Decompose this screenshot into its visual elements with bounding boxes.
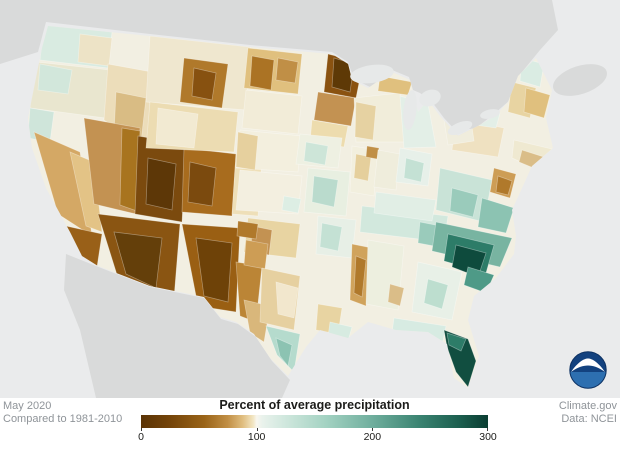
lake-superior bbox=[350, 64, 394, 84]
colorbar-tick-0 bbox=[141, 428, 142, 431]
climate-gov-credit: Climate.gov bbox=[558, 400, 617, 412]
neighbor-landmasses bbox=[0, 0, 607, 398]
period-label: May 2020 Compared to 1981-2010 bbox=[3, 400, 122, 426]
noaa-bird-icon bbox=[571, 358, 605, 372]
colorbar-legend: Percent of average precipitation 0 100 2… bbox=[138, 398, 497, 443]
colorbar-tick-labels: 0 100 200 300 bbox=[138, 431, 497, 443]
precipitation-regions bbox=[28, 26, 553, 388]
lake-erie bbox=[447, 120, 473, 136]
colorbar-tick-300 bbox=[487, 428, 488, 431]
period-baseline: Compared to 1981-2010 bbox=[3, 413, 123, 425]
credits: Climate.gov Data: NCEI bbox=[559, 400, 617, 426]
lake-michigan bbox=[403, 90, 417, 130]
tick-label-100: 100 bbox=[247, 431, 266, 443]
lake-huron bbox=[419, 89, 441, 107]
tick-label-200: 200 bbox=[363, 431, 382, 443]
mexico-landmass bbox=[64, 254, 290, 398]
lake-ontario bbox=[480, 109, 500, 119]
colorbar bbox=[141, 415, 488, 431]
tick-label-0: 0 bbox=[138, 431, 144, 443]
us-precipitation-map bbox=[0, 0, 620, 398]
maritime-landmass bbox=[553, 64, 607, 96]
noaa-ocean-shape bbox=[569, 372, 607, 389]
period-month: May 2020 bbox=[3, 400, 52, 412]
great-lakes bbox=[350, 64, 500, 136]
noaa-logo bbox=[569, 351, 607, 389]
colorbar-tick-200 bbox=[372, 428, 374, 431]
tick-label-300: 300 bbox=[479, 431, 497, 443]
data-source-credit: Data: NCEI bbox=[561, 413, 617, 425]
legend-title: Percent of average precipitation bbox=[219, 398, 410, 412]
canada-landmass bbox=[0, 0, 558, 131]
colorbar-tick-100 bbox=[256, 428, 258, 431]
